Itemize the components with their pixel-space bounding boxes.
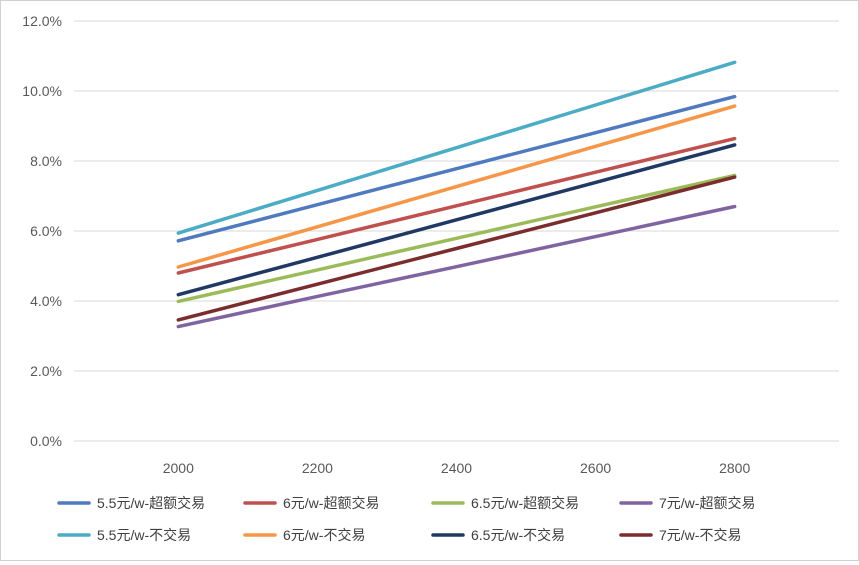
legend: 5.5元/w-超额交易 6元/w-超额交易 6.5元/w-超额交易 7元/w-超额交易… <box>57 495 755 543</box>
legend-label: 7元/w-不交易 <box>659 527 741 543</box>
y-tick-label: 10.0% <box>22 83 62 99</box>
series-line-4 <box>176 204 737 329</box>
legend-item: 7元/w-不交易 <box>619 527 741 543</box>
x-axis-tick-labels: 2000 2200 2400 2600 2800 <box>163 460 751 476</box>
x-tick-label: 2600 <box>580 460 611 476</box>
legend-label: 6.5元/w-超额交易 <box>471 495 579 511</box>
legend-label: 6元/w-超额交易 <box>283 495 379 511</box>
series-line-8 <box>176 175 737 322</box>
x-tick-label: 2000 <box>163 460 194 476</box>
x-tick-label: 2800 <box>719 460 750 476</box>
legend-item: 5.5元/w-超额交易 <box>57 495 205 511</box>
series-lines <box>176 60 737 329</box>
y-tick-label: 6.0% <box>30 223 62 239</box>
y-tick-label: 4.0% <box>30 293 62 309</box>
legend-item: 6元/w-超额交易 <box>243 495 379 511</box>
y-tick-label: 0.0% <box>30 433 62 449</box>
legend-item: 6元/w-不交易 <box>243 527 365 543</box>
legend-item: 6.5元/w-超额交易 <box>431 495 579 511</box>
y-axis-tick-labels: 0.0% 2.0% 4.0% 6.0% 8.0% 10.0% 12.0% <box>22 13 62 449</box>
legend-label: 5.5元/w-不交易 <box>97 527 191 543</box>
legend-item: 6.5元/w-不交易 <box>431 527 565 543</box>
series-line-3 <box>176 173 737 304</box>
y-tick-label: 8.0% <box>30 153 62 169</box>
series-line-7 <box>176 143 737 297</box>
gridlines <box>74 20 839 442</box>
x-tick-label: 2400 <box>441 460 472 476</box>
y-tick-label: 12.0% <box>22 13 62 29</box>
legend-label: 6元/w-不交易 <box>283 527 365 543</box>
series-line-1 <box>176 94 737 243</box>
legend-label: 7元/w-超额交易 <box>659 495 755 511</box>
legend-label: 5.5元/w-超额交易 <box>97 495 205 511</box>
y-tick-label: 2.0% <box>30 363 62 379</box>
series-line-6 <box>176 104 737 269</box>
series-line-5 <box>176 60 737 235</box>
series-line-2 <box>176 136 737 275</box>
x-tick-label: 2200 <box>302 460 333 476</box>
legend-label: 6.5元/w-不交易 <box>471 527 565 543</box>
legend-item: 7元/w-超额交易 <box>619 495 755 511</box>
legend-item: 5.5元/w-不交易 <box>57 527 191 543</box>
